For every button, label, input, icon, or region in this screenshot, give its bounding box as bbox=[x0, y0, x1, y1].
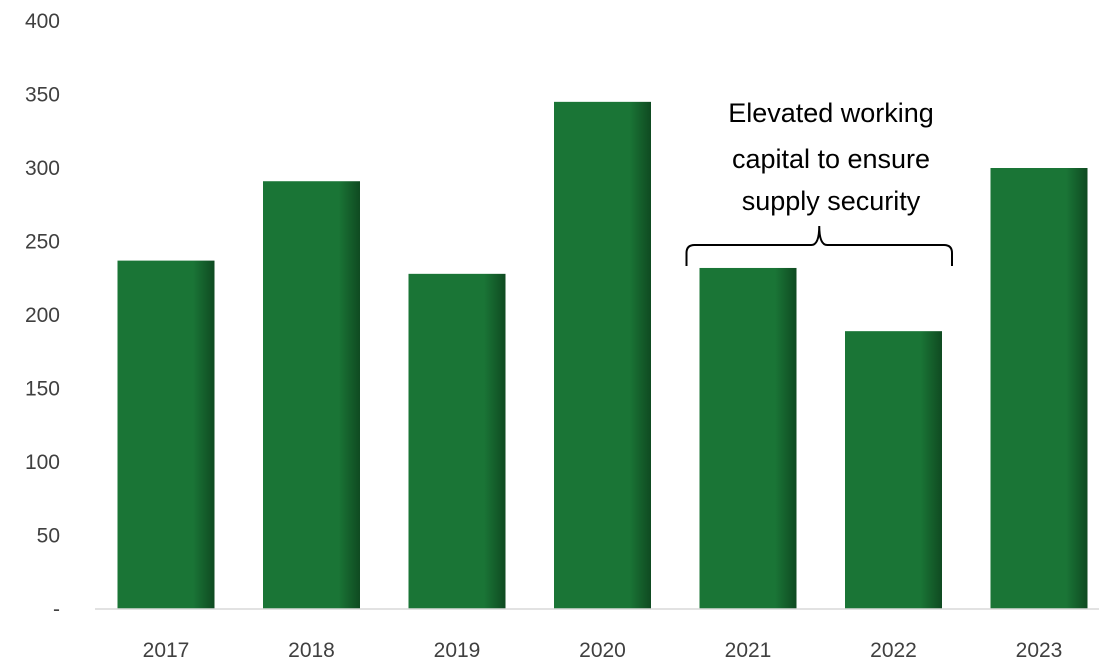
bar-2020 bbox=[554, 101, 651, 609]
y-tick-label: 100 bbox=[25, 451, 60, 474]
bar-2018 bbox=[263, 181, 360, 610]
x-axis: 2017 2018 2019 2020 2021 2022 2023 bbox=[143, 639, 1063, 660]
bars bbox=[117, 101, 1088, 610]
annotation-line-2: capital to ensure bbox=[732, 144, 930, 174]
x-tick-label-2020: 2020 bbox=[579, 639, 626, 660]
y-tick-label: 400 bbox=[25, 10, 60, 33]
y-tick-label: - bbox=[53, 598, 60, 621]
y-tick-label: 200 bbox=[25, 304, 60, 327]
x-tick-label-2023: 2023 bbox=[1016, 639, 1063, 660]
y-tick-label: 300 bbox=[25, 157, 60, 180]
annotation: Elevated working capital to ensure suppl… bbox=[685, 98, 953, 266]
y-tick-label: 250 bbox=[25, 231, 60, 254]
annotation-line-1: Elevated working bbox=[728, 98, 934, 128]
x-tick-label-2022: 2022 bbox=[870, 639, 917, 660]
y-tick-label: 350 bbox=[25, 84, 60, 107]
x-tick-label-2017: 2017 bbox=[143, 639, 190, 660]
bar-2023 bbox=[990, 168, 1088, 609]
bar-2022 bbox=[845, 331, 942, 609]
annotation-line-3: supply security bbox=[742, 186, 921, 216]
bar-2021 bbox=[699, 267, 797, 609]
x-tick-label-2019: 2019 bbox=[434, 639, 481, 660]
bar-2019 bbox=[408, 273, 506, 609]
x-tick-label-2018: 2018 bbox=[288, 639, 335, 660]
y-axis: - 50 100 150 200 250 300 350 400 bbox=[25, 10, 60, 621]
y-tick-label: 50 bbox=[37, 525, 60, 548]
bar-2017 bbox=[117, 260, 215, 609]
annotation-brace bbox=[685, 225, 953, 266]
y-tick-label: 150 bbox=[25, 378, 60, 401]
x-tick-label-2021: 2021 bbox=[725, 639, 772, 660]
